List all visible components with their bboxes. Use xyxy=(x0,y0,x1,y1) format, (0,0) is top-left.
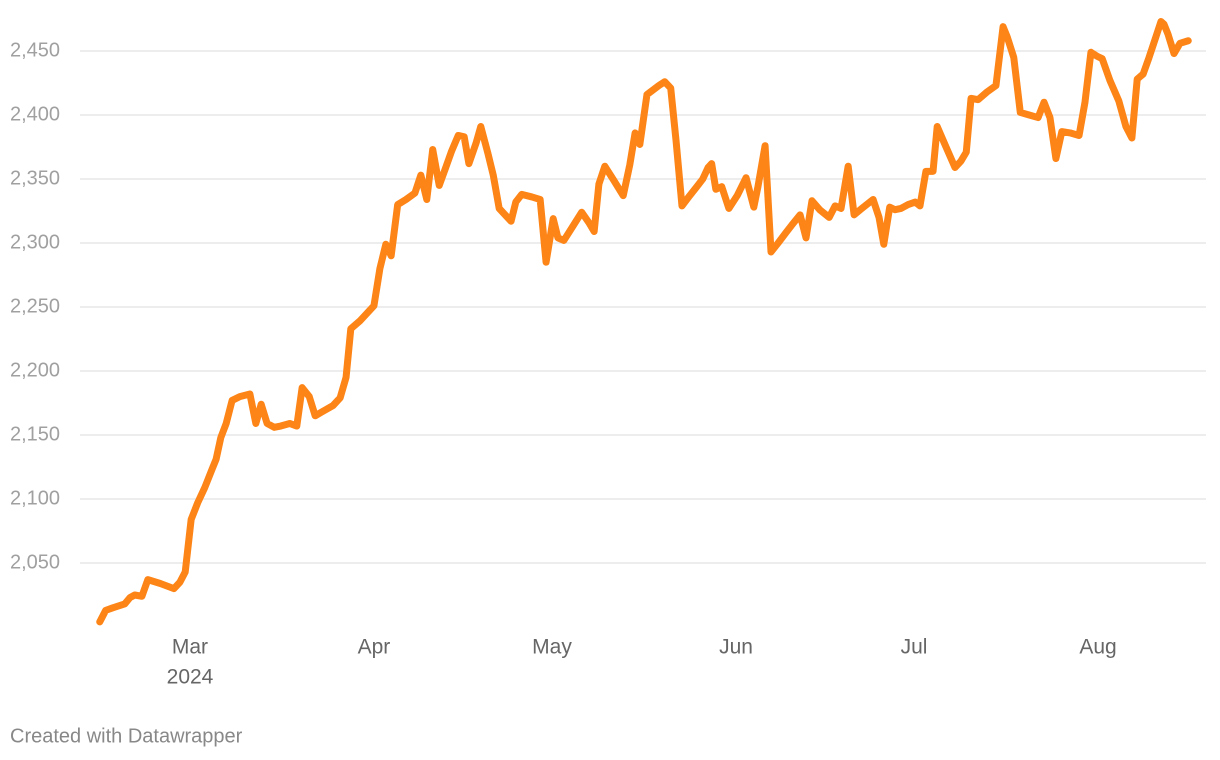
y-tick-label: 2,050 xyxy=(10,551,60,573)
y-tick-label: 2,250 xyxy=(10,295,60,317)
y-tick-label: 2,350 xyxy=(10,167,60,189)
line xyxy=(96,18,1192,626)
x-tick-label: Apr xyxy=(358,636,391,659)
y-tick-label: 2,400 xyxy=(10,103,60,125)
x-tick-label: May xyxy=(532,636,572,659)
y-tick-label: 2,200 xyxy=(10,359,60,381)
x-year-label: 2024 xyxy=(167,666,214,689)
y-tick-label: 2,100 xyxy=(10,487,60,509)
footer: Created with Datawrapper xyxy=(10,725,243,747)
x-tick-label: Jun xyxy=(719,636,753,659)
y-tick-label: 2,150 xyxy=(10,423,60,445)
x-tick-label: Aug xyxy=(1079,636,1116,659)
y-tick-label: 2,450 xyxy=(10,39,60,61)
x-tick-label: Mar xyxy=(172,636,208,659)
y-tick-label: 2,300 xyxy=(10,231,60,253)
x-tick-label: Jul xyxy=(901,636,928,659)
